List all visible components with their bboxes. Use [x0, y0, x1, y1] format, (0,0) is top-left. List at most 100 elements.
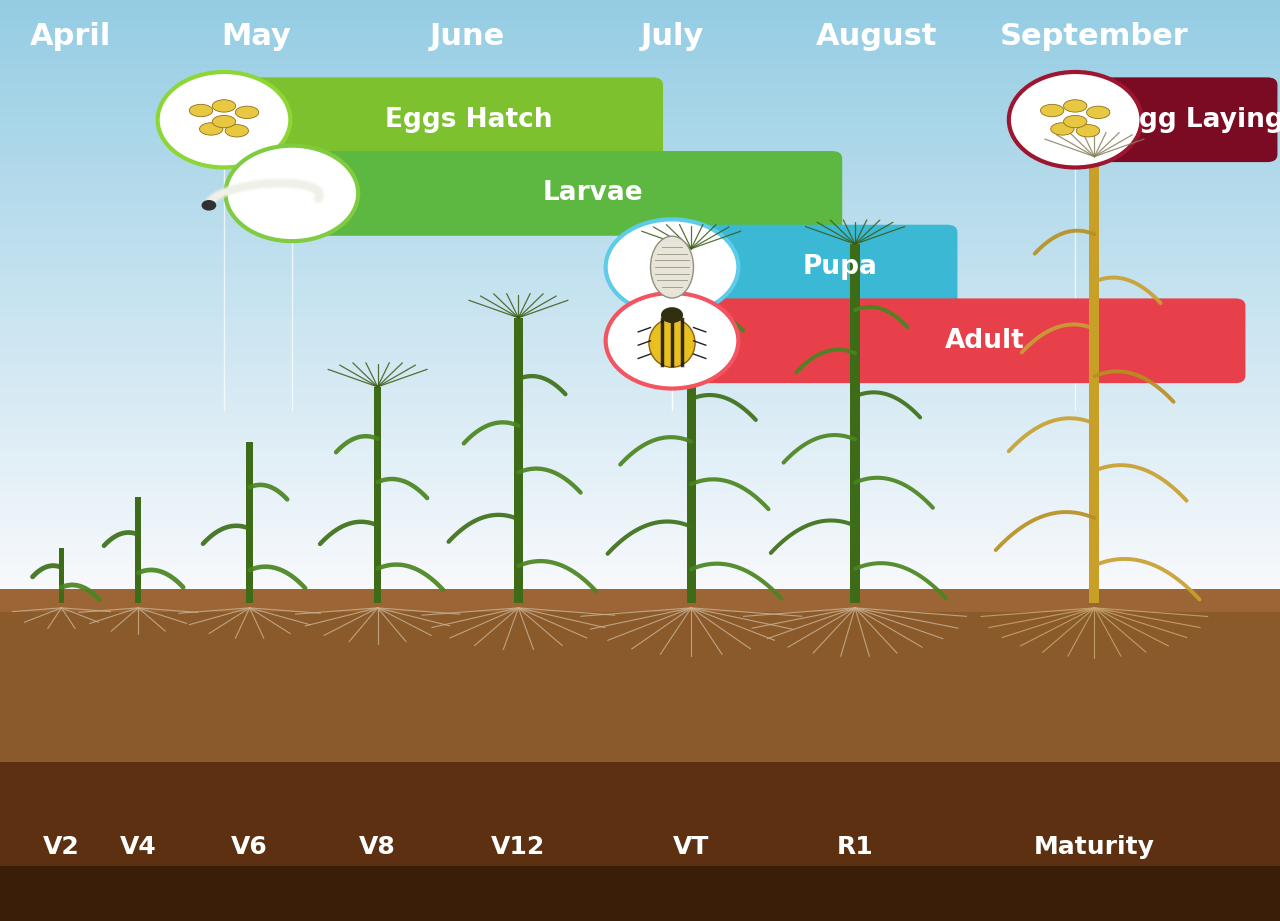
Ellipse shape — [1051, 122, 1074, 135]
Bar — [0, 13, 1280, 15]
Bar — [0, 267, 1280, 268]
Bar — [0, 122, 1280, 123]
Bar — [0, 347, 1280, 349]
Bar — [0, 268, 1280, 269]
Bar — [0, 594, 1280, 595]
Bar — [0, 320, 1280, 321]
Bar — [0, 591, 1280, 592]
Bar — [0, 248, 1280, 249]
Bar — [0, 169, 1280, 170]
Bar — [0, 121, 1280, 122]
Circle shape — [201, 200, 216, 211]
Bar — [0, 32, 1280, 34]
Bar — [0, 358, 1280, 359]
Bar — [0, 369, 1280, 370]
Bar — [0, 66, 1280, 67]
Bar — [0, 520, 1280, 521]
Bar — [0, 597, 1280, 599]
Bar — [0, 298, 1280, 299]
Circle shape — [605, 293, 739, 389]
Bar — [0, 143, 1280, 144]
Bar — [0, 567, 1280, 568]
Bar — [0, 152, 1280, 153]
Bar — [0, 11, 1280, 12]
Bar — [0, 451, 1280, 452]
Bar — [0, 53, 1280, 54]
Bar — [0, 510, 1280, 511]
Bar — [0, 180, 1280, 181]
Bar — [0, 156, 1280, 157]
Bar — [0, 463, 1280, 464]
Bar — [0, 561, 1280, 562]
Bar — [0, 525, 1280, 526]
Bar — [0, 419, 1280, 420]
Text: V8: V8 — [360, 835, 396, 859]
Bar — [0, 367, 1280, 368]
Bar — [0, 330, 1280, 331]
Bar — [0, 375, 1280, 377]
Bar — [0, 193, 1280, 194]
Bar — [0, 70, 1280, 71]
Bar — [0, 1, 1280, 3]
Bar — [0, 93, 1280, 94]
Bar — [0, 569, 1280, 571]
Bar — [0, 316, 1280, 318]
Bar — [0, 448, 1280, 449]
Bar — [0, 67, 1280, 69]
Bar — [0, 573, 1280, 575]
Bar — [0, 144, 1280, 145]
Bar — [0, 308, 1280, 309]
Ellipse shape — [650, 236, 694, 298]
Bar — [0, 302, 1280, 303]
Bar — [0, 519, 1280, 520]
Bar — [0, 427, 1280, 428]
Bar — [0, 468, 1280, 470]
Bar — [0, 29, 1280, 30]
Bar — [0, 485, 1280, 486]
Bar — [0, 134, 1280, 135]
Bar — [0, 467, 1280, 468]
Bar — [0, 378, 1280, 379]
Bar — [0, 277, 1280, 279]
Bar — [0, 513, 1280, 514]
Bar — [0, 187, 1280, 188]
Bar — [0, 118, 1280, 120]
Bar — [0, 343, 1280, 344]
Bar — [0, 178, 1280, 179]
Bar — [0, 83, 1280, 85]
Bar — [0, 206, 1280, 207]
Bar — [0, 155, 1280, 156]
Bar — [0, 136, 1280, 137]
Bar — [515, 318, 522, 603]
Bar — [0, 110, 1280, 111]
Bar — [0, 273, 1280, 274]
Bar — [0, 432, 1280, 433]
Bar — [0, 175, 1280, 176]
Bar — [0, 20, 1280, 22]
Bar — [0, 445, 1280, 447]
Bar — [0, 580, 1280, 581]
Bar — [0, 339, 1280, 340]
Bar — [0, 164, 1280, 165]
Bar — [0, 433, 1280, 435]
Bar — [0, 505, 1280, 506]
Bar — [0, 176, 1280, 178]
Bar — [0, 219, 1280, 221]
Bar — [0, 221, 1280, 222]
Bar — [0, 280, 1280, 281]
Bar — [0, 592, 1280, 594]
Bar — [0, 537, 1280, 538]
Bar — [0, 46, 1280, 47]
Bar — [0, 135, 1280, 136]
Bar — [0, 326, 1280, 327]
Bar — [0, 355, 1280, 356]
Bar — [0, 390, 1280, 391]
Bar — [0, 50, 1280, 51]
Bar — [0, 324, 1280, 326]
Bar — [0, 540, 1280, 541]
Bar — [0, 571, 1280, 572]
Bar — [0, 414, 1280, 415]
Bar — [0, 39, 1280, 40]
Bar — [0, 315, 1280, 316]
Ellipse shape — [1064, 115, 1087, 128]
